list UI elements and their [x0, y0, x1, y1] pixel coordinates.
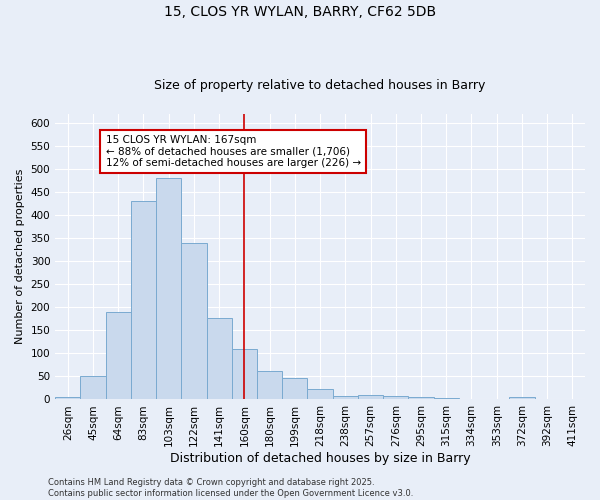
Text: 15 CLOS YR WYLAN: 167sqm
← 88% of detached houses are smaller (1,706)
12% of sem: 15 CLOS YR WYLAN: 167sqm ← 88% of detach… — [106, 134, 361, 168]
Bar — [257, 371, 282, 400]
X-axis label: Distribution of detached houses by size in Barry: Distribution of detached houses by size … — [170, 452, 470, 465]
Bar — [434, 398, 459, 400]
Y-axis label: Number of detached properties: Number of detached properties — [15, 169, 25, 344]
Bar — [383, 396, 409, 400]
Bar — [232, 349, 257, 400]
Bar — [282, 378, 307, 400]
Bar — [409, 397, 434, 400]
Text: 15, CLOS YR WYLAN, BARRY, CF62 5DB: 15, CLOS YR WYLAN, BARRY, CF62 5DB — [164, 5, 436, 19]
Bar — [156, 178, 181, 400]
Bar — [206, 318, 232, 400]
Bar — [358, 395, 383, 400]
Bar — [131, 200, 156, 400]
Bar — [80, 376, 106, 400]
Bar — [55, 397, 80, 400]
Text: Contains HM Land Registry data © Crown copyright and database right 2025.
Contai: Contains HM Land Registry data © Crown c… — [48, 478, 413, 498]
Title: Size of property relative to detached houses in Barry: Size of property relative to detached ho… — [154, 79, 486, 92]
Bar — [181, 243, 206, 400]
Bar — [459, 398, 484, 400]
Bar — [106, 312, 131, 400]
Bar — [509, 397, 535, 400]
Bar — [332, 396, 358, 400]
Bar — [560, 398, 585, 400]
Bar — [307, 390, 332, 400]
